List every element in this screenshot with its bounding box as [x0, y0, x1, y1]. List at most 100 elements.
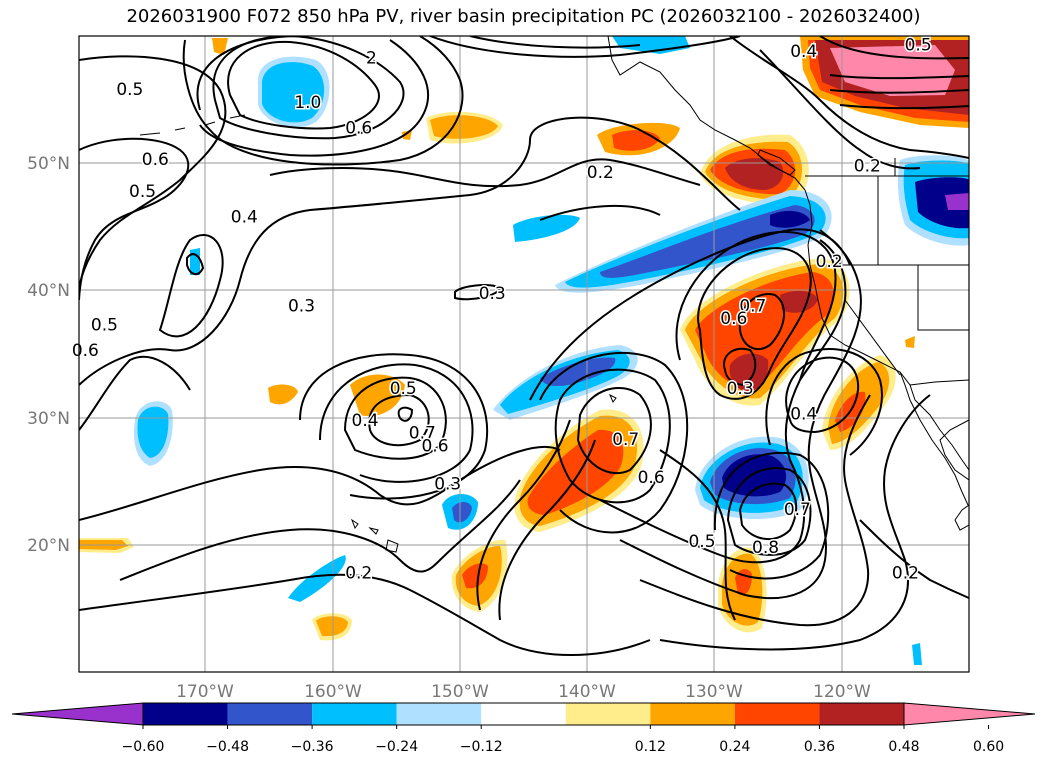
contour-east-a	[697, 247, 812, 400]
lat-label-30: 30°N	[27, 409, 70, 429]
colorbar-segment	[650, 703, 735, 725]
colorbar-segment	[565, 703, 651, 725]
contour-small-1	[186, 253, 205, 276]
coast-canada-us	[804, 189, 969, 471]
lat-label-20: 20°N	[27, 536, 70, 556]
colorbar: −0.60 −0.48 −0.36 −0.24 −0.12 0.12 0.24 0.36 0.4…	[11, 702, 1036, 755]
contour-labels: 0.5 0.6 0.5 0.4 0.3 0.5 0.6 1.0 0.6 2 0.2 0.3 0.4 0.5…	[70, 34, 933, 585]
contour-ridge-b	[619, 229, 862, 600]
coast-mexico-inner	[954, 504, 969, 531]
contour-center-0.6	[554, 368, 671, 504]
map-plot-area: 0.5 0.6 0.5 0.4 0.3 0.5 0.6 1.0 0.6 2 0.2 0.3 0.4 0.5…	[70, 34, 970, 673]
contour-ne-d	[829, 89, 969, 94]
contour-center-0.7	[576, 386, 652, 475]
contour-cent-2	[368, 393, 430, 447]
contour-nw-1	[227, 40, 380, 130]
shade-band-medblue	[600, 205, 815, 278]
contour-main-east	[529, 228, 851, 401]
colorbar-segment	[734, 703, 820, 725]
lon-label-120w: 120°W	[813, 682, 871, 702]
contour-center-0.5	[539, 351, 689, 534]
contour-cent-4	[319, 363, 474, 483]
pv-contours	[79, 36, 969, 656]
shade-coast-darkred	[725, 158, 784, 190]
contour-label: 0.6	[345, 118, 372, 138]
shade-band-blue-west	[513, 214, 580, 242]
contour-label: 0.7	[784, 500, 811, 520]
contour-east-d	[675, 231, 837, 381]
contour-se-inner-1	[738, 482, 798, 540]
contour-east-e	[785, 356, 860, 434]
shade-sw-small-orange-2	[316, 616, 348, 637]
colorbar-segment	[819, 703, 904, 725]
islands-hawaii	[350, 518, 399, 553]
shade-small-blue-c	[288, 555, 346, 602]
shade-center-red	[527, 429, 624, 515]
colorbar-segment	[481, 703, 566, 725]
contour-se-inner-2	[726, 467, 812, 556]
contour-top-arc-2	[469, 36, 641, 49]
contour-east-c	[723, 347, 757, 387]
lon-label-170w: 170°W	[176, 682, 234, 702]
contour-label: 0.4	[790, 42, 817, 62]
contour-label: 0.2	[816, 252, 843, 272]
islands-aleutian	[139, 114, 246, 136]
contour-0.3-band	[79, 445, 561, 521]
colorbar-segment	[143, 703, 228, 725]
contour-ne-c	[829, 74, 969, 80]
colorbar-tick-label: 0.12	[635, 739, 666, 755]
shade-band-darkblue	[770, 210, 810, 228]
contour-cent-3	[343, 376, 447, 460]
contour-ne-e	[839, 104, 969, 110]
contour-label: 0.2	[854, 157, 881, 177]
lat-axis-labels: 50°N 40°N 30°N 20°N	[27, 154, 70, 556]
contour-west-0.5	[79, 137, 190, 301]
contour-ne-b	[819, 36, 969, 60]
contour-label: 0.3	[288, 296, 315, 316]
contour-nw-4	[182, 36, 464, 166]
colorbar-tick-label: −0.48	[206, 739, 249, 755]
contour-0.4-loop	[299, 353, 489, 500]
contour-label: 0.6	[72, 341, 99, 361]
colorbar-tick-label: −0.36	[291, 739, 334, 755]
contour-outer-west	[79, 55, 227, 291]
contour-south-east	[659, 449, 736, 621]
shade-top-orange	[212, 38, 228, 55]
contour-0.2-north	[269, 158, 701, 188]
contour-ne-a	[729, 36, 969, 159]
contour-0.5-rim	[539, 204, 661, 221]
shade-ne-blue-dark	[915, 177, 969, 229]
contour-label: 0.3	[479, 284, 506, 304]
colorbar-tick-label: −0.12	[460, 739, 503, 755]
shade-ne-purple	[945, 193, 969, 210]
contour-label: 0.2	[892, 564, 919, 584]
contour-label: 0.2	[345, 564, 372, 584]
contour-ne-f	[759, 49, 921, 170]
shade-mid-orange-core	[430, 115, 498, 139]
colorbar-segment	[227, 703, 313, 725]
colorbar-tick-label: 0.36	[804, 739, 835, 755]
lon-axis-labels: 170°W 160°W 150°W 140°W 130°W 120°W	[176, 682, 871, 702]
shade-west-blue-small	[190, 248, 200, 275]
island-vancouver	[757, 149, 796, 176]
lat-label-50: 50°N	[27, 154, 70, 174]
coast-gulf	[939, 419, 969, 481]
shade-mid-medblue	[540, 357, 616, 387]
colorbar-extend-low	[11, 702, 144, 726]
contour-label: 0.6	[421, 436, 448, 456]
contour-ridge-a	[599, 239, 847, 564]
contour-0.2-lower	[79, 573, 651, 656]
gridlines	[79, 36, 969, 672]
contour-west-0.4	[79, 116, 741, 386]
coast-alaska	[607, 36, 806, 191]
contour-label: 0.5	[688, 532, 715, 552]
contour-label: 0.5	[116, 80, 143, 100]
lon-label-130w: 130°W	[685, 682, 743, 702]
shade-small-blue-b	[452, 502, 472, 523]
contour-label: 0.6	[142, 150, 169, 170]
contour-cent-1	[397, 406, 414, 422]
coast-baja	[899, 371, 969, 506]
colorbar-segment	[312, 703, 397, 725]
contour-label: 0.4	[231, 207, 258, 227]
contour-ridge-c	[639, 394, 871, 627]
